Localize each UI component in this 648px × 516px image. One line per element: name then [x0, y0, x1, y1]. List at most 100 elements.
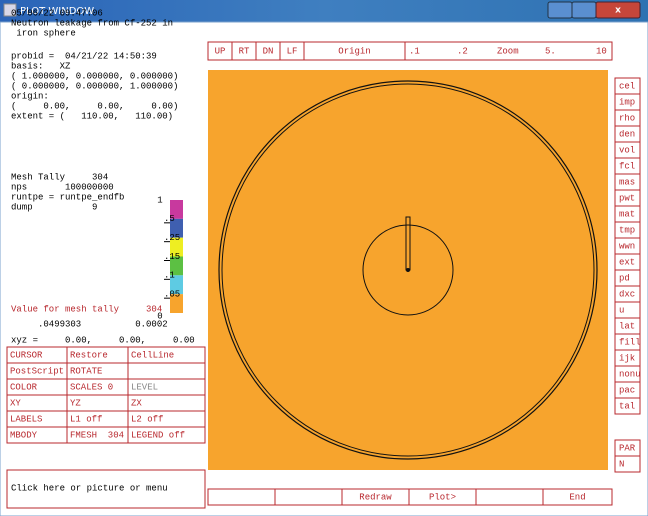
- menu-label: ijk: [619, 353, 635, 363]
- info-line: nps 100000000: [11, 182, 114, 192]
- option-label: LEGEND off: [131, 430, 185, 440]
- menu-label: tal: [619, 401, 635, 411]
- zoom-bar[interactable]: [404, 41, 613, 61]
- info-line: Neutron leakage from Cf-252 in: [11, 18, 173, 28]
- option-label: YZ: [70, 398, 81, 408]
- bottom-button[interactable]: [207, 488, 276, 506]
- toolbar-label: RT: [239, 46, 250, 56]
- menu-label: vol: [619, 145, 635, 155]
- option-label: CURSOR: [10, 350, 43, 360]
- menu-label: u: [619, 305, 624, 315]
- bottom-button[interactable]: [475, 488, 544, 506]
- option-label: MBODY: [10, 430, 38, 440]
- legend-label: .1: [164, 271, 175, 281]
- zoom-label: .1: [409, 46, 420, 56]
- menu-label: tmp: [619, 225, 635, 235]
- menu-label: ext: [619, 257, 635, 267]
- legend-label: .05: [164, 290, 180, 300]
- option-label: COLOR: [10, 382, 38, 392]
- info-line: origin:: [11, 91, 49, 101]
- value-title: Value for mesh tally 304: [11, 304, 162, 314]
- option-label: SCALES 0: [70, 382, 113, 392]
- menu-button[interactable]: [614, 397, 641, 415]
- minimize[interactable]: [547, 1, 573, 19]
- menu-label: wwn: [619, 241, 635, 251]
- option-label: LABELS: [10, 414, 42, 424]
- zoom-label: 5.: [545, 46, 556, 56]
- menu-label: PAR: [619, 443, 636, 453]
- legend-swatch: [170, 218, 183, 238]
- geometry: [218, 80, 598, 460]
- info-line: ( 0.00, 0.00, 0.00): [11, 101, 178, 111]
- zoom-label: .2: [457, 46, 468, 56]
- prompt: Click here or picture or menu: [11, 483, 168, 493]
- info-line: probid = 04/21/22 14:50:39: [11, 51, 157, 61]
- option-label: FMESH 304: [70, 430, 124, 440]
- zoom-label: Zoom: [497, 46, 519, 56]
- legend-label: 0: [157, 311, 162, 321]
- menu-label: cel: [619, 81, 635, 91]
- menu-label: dxc: [619, 289, 635, 299]
- menu-label: nonu: [619, 369, 641, 379]
- toolbar-label: UP: [215, 46, 226, 56]
- option-label: PostScript: [10, 366, 64, 376]
- title-bar: [0, 0, 648, 22]
- zoom-label: 10: [596, 46, 607, 56]
- option-label: CellLine: [131, 350, 174, 360]
- info-line: basis: XZ: [11, 61, 71, 71]
- menu-button[interactable]: [614, 455, 641, 473]
- bottom-button[interactable]: [542, 488, 613, 506]
- bottom-label: Plot>: [429, 492, 456, 502]
- maximize[interactable]: [571, 1, 597, 19]
- close-x: x: [615, 6, 621, 16]
- menu-label: mat: [619, 209, 635, 219]
- option-label: XY: [10, 398, 21, 408]
- option-cell[interactable]: [127, 362, 206, 380]
- info-line: ( 1.000000, 0.000000, 0.000000): [11, 71, 178, 81]
- bottom-label: End: [569, 492, 585, 502]
- value-values: .0499303 0.0002: [11, 319, 168, 329]
- legend-swatch: [170, 256, 183, 276]
- legend-label: 1: [157, 195, 162, 205]
- info-line: iron sphere: [11, 28, 76, 38]
- legend-label: .5: [164, 214, 175, 224]
- option-label: ROTATE: [70, 366, 102, 376]
- menu-label: imp: [619, 97, 635, 107]
- legend-swatch: [170, 237, 183, 257]
- menu-label: mas: [619, 177, 635, 187]
- legend-swatch: [170, 200, 183, 219]
- menu-label: den: [619, 129, 635, 139]
- menu-label: N: [619, 459, 624, 469]
- option-label: LEVEL: [131, 382, 158, 392]
- bottom-button[interactable]: [274, 488, 343, 506]
- option-label: ZX: [131, 398, 142, 408]
- app-icon: [3, 3, 17, 17]
- menu-label: rho: [619, 113, 635, 123]
- option-label: L1 off: [70, 414, 102, 424]
- prompt-box[interactable]: [6, 469, 206, 509]
- info-line: 05/06/22 09:47:06: [11, 8, 103, 18]
- menu-label: pwt: [619, 193, 635, 203]
- menu-label: lat: [619, 321, 635, 331]
- menu-label: fcl: [619, 161, 635, 171]
- option-cell[interactable]: [127, 426, 206, 444]
- legend-swatch: [170, 294, 183, 313]
- legend-swatch: [170, 275, 183, 295]
- info-line: extent = ( 110.00, 110.00): [11, 111, 173, 121]
- menu-label: pd: [619, 273, 630, 283]
- legend-label: .15: [164, 252, 180, 262]
- toolbar-label: DN: [263, 46, 274, 56]
- legend-label: .25: [164, 233, 180, 243]
- toolbar-label: LF: [287, 46, 298, 56]
- value-xyz: xyz = 0.00, 0.00, 0.00: [11, 335, 195, 345]
- bottom-label: Redraw: [359, 492, 392, 502]
- option-label: L2 off: [131, 414, 163, 424]
- info-line: ( 0.000000, 0.000000, 1.000000): [11, 81, 178, 91]
- window-title: PLOT WINDOW: [20, 6, 94, 17]
- toolbar-label: Origin: [338, 46, 370, 56]
- close[interactable]: [595, 1, 641, 19]
- menu-label: pac: [619, 385, 635, 395]
- option-label: Restore: [70, 350, 108, 360]
- info-line: runtpe = runtpe_endfb: [11, 192, 124, 202]
